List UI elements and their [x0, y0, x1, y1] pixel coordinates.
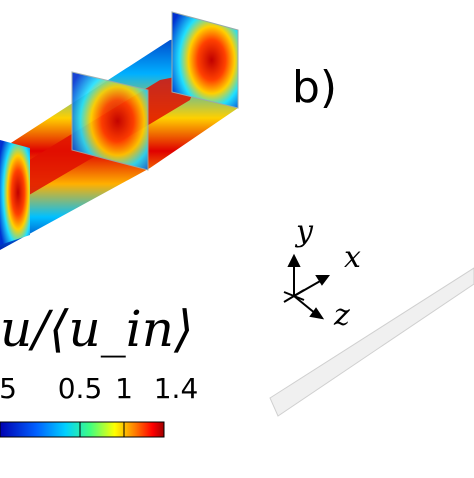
plate-geometry: [269, 267, 474, 417]
panel-label: b): [292, 62, 338, 113]
velocity-field-channel: [0, 11, 239, 250]
colorbar: [0, 421, 165, 438]
colorbar-tick-label: 1.4: [153, 372, 199, 405]
colorbar-tick-labels: 5 0.5 1 1.4: [0, 372, 474, 412]
colorbar-gradient: [0, 421, 165, 438]
colorbar-title: u/⟨u_in⟩: [0, 300, 193, 358]
z-axis-arrow: [293, 295, 317, 315]
coordinate-triad: [283, 253, 330, 320]
z-arrowhead: [309, 307, 325, 320]
y-arrowhead: [287, 253, 301, 267]
x-arrowhead: [315, 275, 330, 286]
section-plane-left: [0, 140, 30, 245]
triad-cross-b: [283, 289, 305, 303]
colorbar-tick-label: 1: [115, 372, 133, 405]
x-axis-label: x: [344, 240, 361, 275]
z-axis-label: z: [334, 298, 350, 333]
colorbar-tick-label: 0.5: [57, 372, 103, 405]
colorbar-tick-label: 5: [0, 372, 17, 405]
y-axis-label: y: [296, 214, 313, 249]
colorbar-title-text: u/⟨u_in⟩: [0, 300, 194, 358]
section-plane-middle: [71, 71, 149, 171]
section-plane-right: [171, 11, 239, 109]
